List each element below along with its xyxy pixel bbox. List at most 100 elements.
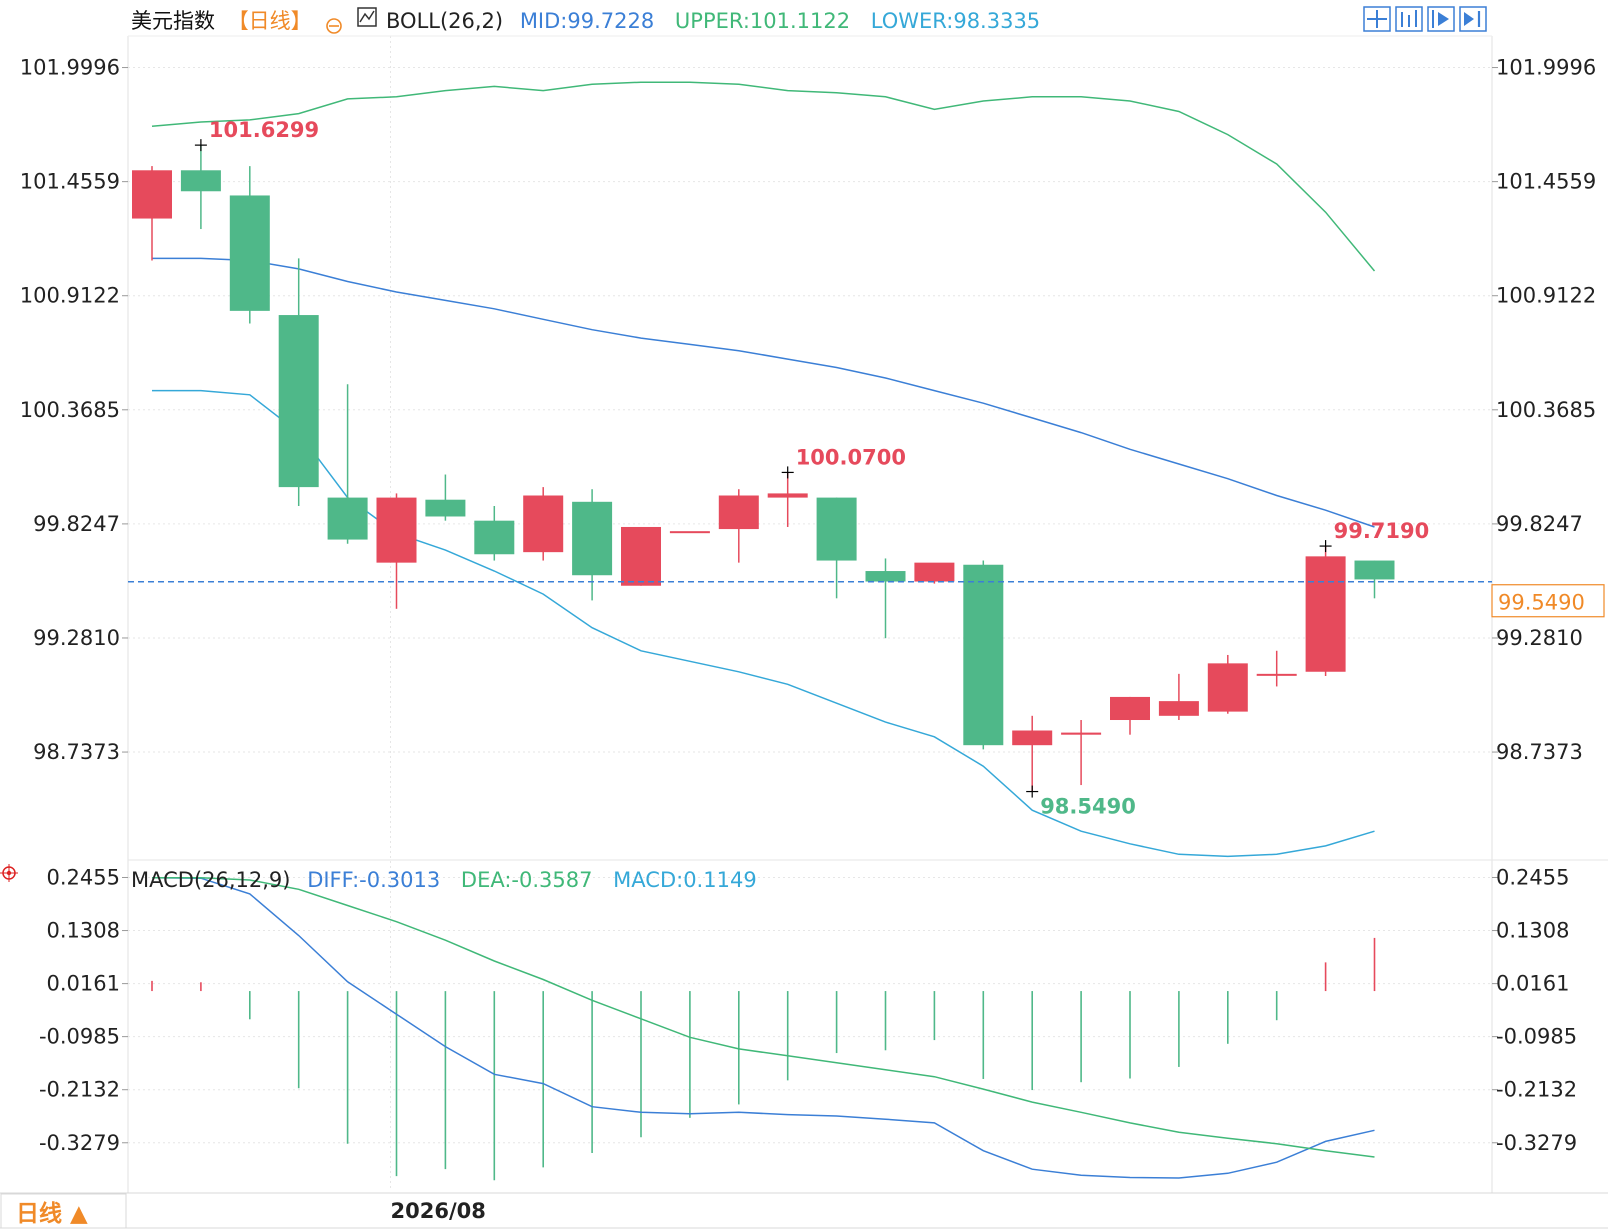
macd-y-tick-label-left: 0.2455 bbox=[47, 865, 120, 889]
y-tick-label-right: 101.9996 bbox=[1496, 56, 1596, 80]
candle-body bbox=[1158, 701, 1199, 716]
candle-body bbox=[1207, 663, 1248, 712]
candle-body bbox=[229, 195, 270, 311]
candle bbox=[376, 493, 417, 609]
candle-body bbox=[425, 499, 466, 517]
macd-dea-value: DEA:-0.3587 bbox=[461, 868, 593, 892]
y-tick-label-left: 99.2810 bbox=[33, 626, 120, 650]
candle-body bbox=[572, 501, 613, 576]
macd-y-tick-label-left: 0.1308 bbox=[47, 919, 120, 943]
candle bbox=[180, 145, 221, 230]
current-price-box bbox=[1491, 584, 1605, 618]
candles bbox=[132, 145, 1395, 792]
boll-mid-line bbox=[152, 257, 1375, 528]
symbol-title: 美元指数 bbox=[131, 9, 215, 33]
period-button-label[interactable]: 日线 ▲ bbox=[16, 1200, 88, 1227]
macd-y-tick-label-right: 0.1308 bbox=[1496, 919, 1569, 943]
macd-y-tick-label-right: -0.3279 bbox=[1496, 1131, 1577, 1155]
zoom-icon[interactable] bbox=[326, 18, 342, 34]
current-price-line: 99.5490 bbox=[128, 580, 1605, 618]
macd-y-tick-label-right: 0.0161 bbox=[1496, 972, 1569, 996]
annotation-low-label: 98.5490 bbox=[1040, 795, 1136, 819]
macd-diff-value: DIFF:-0.3013 bbox=[307, 868, 440, 892]
candle-body bbox=[474, 520, 515, 555]
crosshair-grid-icon[interactable] bbox=[1363, 6, 1391, 32]
bar-chart-icon[interactable] bbox=[1395, 6, 1423, 32]
candle bbox=[621, 526, 661, 586]
y-tick-label-right: 100.3685 bbox=[1496, 398, 1596, 422]
candle bbox=[767, 472, 808, 527]
y-tick-label-left: 99.8247 bbox=[33, 512, 120, 536]
boll-upper-line bbox=[151, 81, 1376, 272]
candle bbox=[865, 558, 906, 639]
macd-axis: 0.2455 0.2455 0.1308 0.1308 0.0161 0.0161 -0.0… bbox=[39, 865, 1577, 1154]
y-tick-label-left: 101.9996 bbox=[20, 56, 120, 80]
boll-lower-value: LOWER:98.3335 bbox=[871, 9, 1040, 33]
legend-row: 美元指数 【日线】 bbox=[131, 9, 312, 33]
candle-body bbox=[816, 497, 857, 561]
annotation-high-label: 101.6299 bbox=[209, 118, 319, 142]
price-axis: 101.9996 101.9996 101.4559 101.4559 100.9122… bbox=[20, 56, 1596, 764]
y-tick-label-right: 98.7373 bbox=[1496, 740, 1583, 764]
period-tag[interactable]: 【日线】 bbox=[228, 9, 312, 33]
candle-body bbox=[669, 531, 710, 534]
boll-name: BOLL(26,2) bbox=[386, 9, 503, 33]
candle bbox=[474, 505, 515, 561]
candle-body bbox=[914, 562, 955, 582]
annotation-high-label: 100.0700 bbox=[796, 445, 906, 469]
macd-panel bbox=[128, 876, 1492, 1181]
y-tick-label-right: 101.4559 bbox=[1496, 170, 1596, 194]
play-forward-icon[interactable] bbox=[1427, 6, 1455, 32]
candle-body bbox=[1256, 673, 1297, 676]
candle bbox=[132, 166, 172, 261]
annotation-high-label: 99.7190 bbox=[1334, 519, 1430, 543]
candle bbox=[914, 562, 955, 584]
candle bbox=[229, 166, 270, 324]
candle bbox=[523, 487, 564, 561]
macd-y-tick-label-left: -0.0985 bbox=[39, 1025, 120, 1049]
candle bbox=[1305, 545, 1346, 676]
candle bbox=[572, 489, 613, 601]
candle bbox=[1158, 673, 1199, 721]
candle-body bbox=[132, 170, 172, 219]
annotations: 101.6299 100.0700 98.5490 99.7190 bbox=[194, 118, 1430, 819]
candle-body bbox=[1305, 556, 1346, 672]
indicator-icon[interactable] bbox=[357, 7, 377, 27]
y-tick-label-right: 100.9122 bbox=[1496, 284, 1596, 308]
period-button[interactable]: 日线 ▲ bbox=[0, 1193, 127, 1229]
candle-body bbox=[1061, 732, 1102, 735]
boll-mid-value: MID:99.7228 bbox=[520, 9, 654, 33]
candle bbox=[1110, 696, 1150, 735]
candle-body bbox=[180, 170, 221, 192]
candle bbox=[1061, 720, 1102, 786]
macd-dea-line bbox=[152, 876, 1375, 1158]
candle-body bbox=[327, 497, 368, 540]
candle bbox=[816, 497, 857, 599]
macd-name: MACD(26,12,9) bbox=[131, 868, 291, 892]
y-tick-label-left: 101.4559 bbox=[20, 170, 120, 194]
candle bbox=[425, 474, 466, 521]
current-price-label: 99.5490 bbox=[1498, 591, 1585, 615]
candle-body bbox=[767, 493, 808, 498]
y-tick-label-right: 99.8247 bbox=[1496, 512, 1583, 536]
candle bbox=[327, 384, 368, 544]
candle bbox=[963, 560, 1004, 750]
candle bbox=[1354, 560, 1395, 599]
date-axis-label: 2026/08 bbox=[391, 1199, 486, 1223]
macd-diff-line bbox=[151, 876, 1375, 1179]
skip-forward-icon[interactable] bbox=[1459, 6, 1487, 32]
y-tick-label-left: 100.3685 bbox=[20, 398, 120, 422]
macd-y-tick-label-left: -0.2132 bbox=[39, 1078, 120, 1102]
candle-body bbox=[278, 315, 319, 488]
candle-body bbox=[1110, 696, 1150, 721]
candle bbox=[1012, 715, 1053, 792]
candle-body bbox=[865, 571, 906, 582]
y-tick-label-left: 98.7373 bbox=[33, 740, 120, 764]
candle bbox=[1207, 654, 1248, 714]
macd-y-tick-label-left: -0.3279 bbox=[39, 1131, 120, 1155]
candle bbox=[278, 258, 319, 506]
candle-body bbox=[621, 526, 661, 586]
settings-icon[interactable] bbox=[0, 864, 18, 882]
macd-y-tick-label-right: -0.0985 bbox=[1496, 1025, 1577, 1049]
